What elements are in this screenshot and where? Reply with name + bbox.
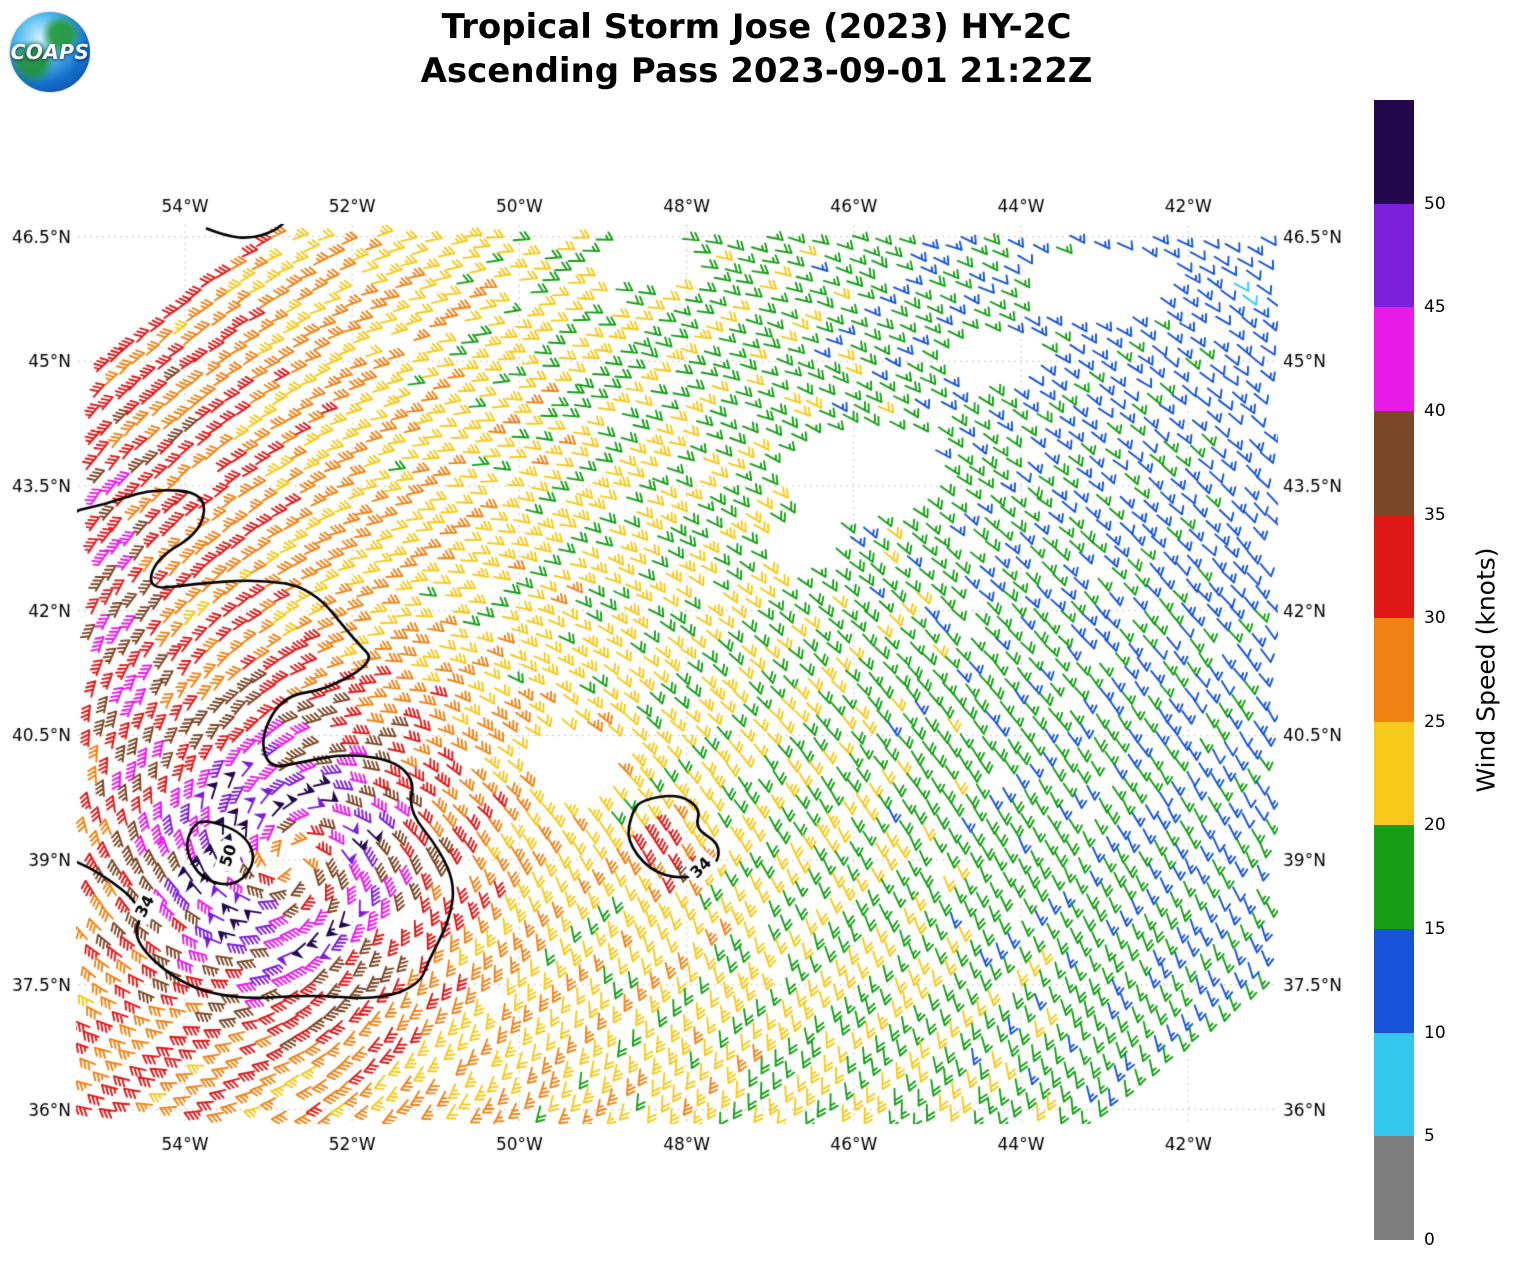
- colorbar-tick-45: 45: [1424, 297, 1446, 318]
- colorbar-tick-25: 25: [1424, 711, 1446, 732]
- colorbar: [1374, 100, 1414, 1240]
- colorbar-segment-5-10: [1374, 1032, 1414, 1137]
- colorbar-tick-35: 35: [1424, 504, 1446, 525]
- colorbar-segment-35-40: [1374, 410, 1414, 515]
- colorbar-tick-20: 20: [1424, 815, 1446, 836]
- colorbar-segment-50-55: [1374, 100, 1414, 204]
- colorbar-label: Wind Speed (knots): [1471, 547, 1501, 793]
- colorbar-tick-5: 5: [1424, 1126, 1435, 1147]
- colorbar-segment-25-30: [1374, 618, 1414, 722]
- colorbar-segment-10-15: [1374, 929, 1414, 1033]
- colorbar-segment-30-35: [1374, 514, 1414, 619]
- colorbar-tick-10: 10: [1424, 1022, 1446, 1043]
- colorbar-tick-40: 40: [1424, 400, 1446, 421]
- colorbar-segment-45-50: [1374, 203, 1414, 308]
- colorbar-segment-0-5: [1374, 1136, 1414, 1240]
- colorbar-tick-30: 30: [1424, 608, 1446, 629]
- colorbar-tick-50: 50: [1424, 193, 1446, 214]
- colorbar-segment-20-25: [1374, 721, 1414, 826]
- colorbar-segment-40-45: [1374, 307, 1414, 411]
- colorbar-segment-15-20: [1374, 825, 1414, 930]
- colorbar-tick-15: 15: [1424, 919, 1446, 940]
- colorbar-tick-0: 0: [1424, 1230, 1435, 1250]
